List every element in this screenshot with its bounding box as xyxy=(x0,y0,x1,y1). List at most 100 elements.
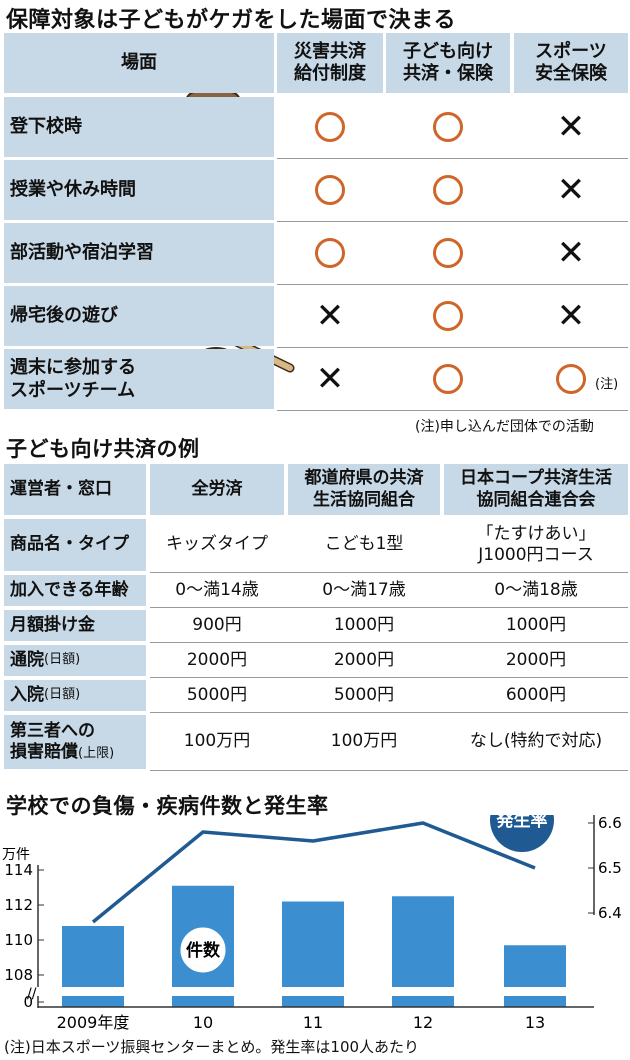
plan-row-label-2: 月額掛け金 xyxy=(4,610,146,641)
plan-row-divider xyxy=(150,607,628,608)
plan-cell-4-1: 5000円 xyxy=(333,684,395,705)
bar-series-badge xyxy=(179,926,227,974)
plan-header-3: 日本コープ共済生活 協同組合連合会 xyxy=(444,464,628,515)
plan-row-label-text: 入院 xyxy=(10,684,44,705)
section1-title: 保障対象は子どもがケガをした場面で決まる xyxy=(6,8,457,33)
x-tick-label: 13 xyxy=(525,1013,545,1032)
left-axis-tick-label: 114 xyxy=(4,861,33,879)
right-axis-tick-label: 6.6 xyxy=(598,815,622,832)
section2-title: 子ども向け共済の例 xyxy=(6,437,200,461)
plan-cell-2-2: 1000円 xyxy=(505,614,567,635)
plan-row-divider xyxy=(150,677,628,678)
plan-row-label-text: 通院 xyxy=(10,649,44,670)
plan-row-label-sub: (日額) xyxy=(44,652,81,668)
chart-source-note: (注)日本スポーツ振興センターまとめ。発生率は100人あたり xyxy=(4,1038,420,1056)
coverage-row-divider xyxy=(277,410,628,411)
plan-cell-5-1: 100万円 xyxy=(330,731,398,752)
plan-cell-1-2: 0〜満18歳 xyxy=(494,579,578,600)
coverage-mark-4-1 xyxy=(386,349,510,409)
coverage-scene-1: 授業や休み時間 xyxy=(4,160,274,220)
plan-cell-0-2: 「たすけあい」 J1000円コース xyxy=(476,523,596,565)
bar-4 xyxy=(504,945,566,1007)
not-covered-x-icon: ✕ xyxy=(315,359,345,399)
plan-row-label-1: 加入できる年齢 xyxy=(4,575,146,606)
plan-cell-2-0: 900円 xyxy=(192,614,242,635)
plan-cell-4-0: 5000円 xyxy=(186,684,248,705)
covered-circle-icon xyxy=(433,175,463,205)
coverage-mark-1-0 xyxy=(277,160,383,220)
covered-circle-icon xyxy=(315,112,345,142)
covered-circle-icon xyxy=(433,112,463,142)
coverage-row-divider xyxy=(277,221,628,222)
covered-circle-icon xyxy=(433,301,463,331)
not-covered-x-icon: ✕ xyxy=(556,107,586,147)
left-axis-tick-label: 112 xyxy=(4,896,33,914)
coverage-mark-4-0: ✕ xyxy=(277,349,383,409)
covered-circle-icon xyxy=(433,364,463,394)
not-covered-x-icon: ✕ xyxy=(556,233,586,273)
plan-header-2: 都道府県の共済 生活協同組合 xyxy=(288,464,440,515)
coverage-header-3: スポーツ 安全保険 xyxy=(514,33,628,93)
plan-row-divider xyxy=(150,642,628,643)
plan-row-label-text: 第三者への 損害賠償(上限) xyxy=(10,720,115,762)
plan-cell-0-1: こども1型 xyxy=(324,534,404,555)
left-axis-tick-label: 0 xyxy=(23,993,33,1011)
plan-row-label-sub: (日額) xyxy=(44,687,81,703)
not-covered-x-icon: ✕ xyxy=(556,296,586,336)
coverage-mark-3-2: ✕ xyxy=(514,286,628,346)
inline-note: (注) xyxy=(595,377,619,392)
not-covered-x-icon: ✕ xyxy=(315,296,345,336)
plan-cell-4-2: 6000円 xyxy=(505,684,567,705)
coverage-row-divider xyxy=(277,347,628,348)
covered-circle-icon xyxy=(315,238,345,268)
plan-header-0: 運営者・窓口 xyxy=(4,464,146,515)
plan-row-label-0: 商品名・タイプ xyxy=(4,519,146,571)
right-axis-tick-label: 6.4 xyxy=(598,904,622,922)
coverage-mark-0-1 xyxy=(386,97,510,157)
bar-series-label: 件数 xyxy=(186,940,221,961)
coverage-mark-0-2: ✕ xyxy=(514,97,628,157)
plan-cell-2-1: 1000円 xyxy=(333,614,395,635)
covered-circle-icon xyxy=(315,175,345,205)
plan-cell-5-2: なし(特約で対応) xyxy=(469,731,603,752)
coverage-mark-4-2 xyxy=(514,349,628,409)
left-axis-tick-label: 108 xyxy=(4,966,33,984)
plan-row-divider xyxy=(150,770,628,771)
line-series-label: 発生率 xyxy=(496,815,548,831)
plan-cell-1-1: 0〜満17歳 xyxy=(322,579,406,600)
section1-footnote: (注)申し込んだ団体での活動 xyxy=(415,419,594,435)
left-axis-tick-label: 110 xyxy=(4,931,33,949)
plan-row-label-text: 商品名・タイプ xyxy=(10,534,129,555)
plan-row-label-5: 第三者への 損害賠償(上限) xyxy=(4,715,146,769)
coverage-header-2: 子ども向け 共済・保険 xyxy=(386,33,510,93)
x-tick-label: 2009年度 xyxy=(57,1013,130,1032)
x-tick-label: 12 xyxy=(413,1013,433,1032)
coverage-scene-4: 週末に参加する スポーツチーム xyxy=(4,349,274,409)
line-series-badge xyxy=(490,815,554,852)
plan-cell-0-0: キッズタイプ xyxy=(166,534,268,555)
coverage-scene-0: 登下校時 xyxy=(4,97,274,157)
coverage-mark-2-1 xyxy=(386,223,510,283)
coverage-row-divider xyxy=(277,284,628,285)
plan-row-label-text: 加入できる年齢 xyxy=(10,579,129,600)
plan-cell-1-0: 0〜満14歳 xyxy=(175,579,259,600)
injury-chart: 万件 0 108 110 112 114 // 2009年度 10 11 12 13 件数% 6.4 6.5… xyxy=(2,815,622,1032)
right-axis-unit: % xyxy=(603,815,616,817)
coverage-mark-0-0 xyxy=(277,97,383,157)
x-tick-label: 10 xyxy=(193,1013,213,1032)
plan-row-divider xyxy=(150,572,628,573)
plan-row-label-text: 月額掛け金 xyxy=(10,614,95,635)
coverage-header-0: 場面 xyxy=(4,33,274,93)
coverage-mark-2-0 xyxy=(277,223,383,283)
plan-row-label-4: 入院 (日額) xyxy=(4,680,146,711)
coverage-scene-2: 部活動や宿泊学習 xyxy=(4,223,274,283)
plan-cell-3-0: 2000円 xyxy=(186,649,248,670)
plan-cell-3-1: 2000円 xyxy=(333,649,395,670)
coverage-scene-3: 帰宅後の遊び xyxy=(4,286,274,346)
plan-row-divider xyxy=(150,712,628,713)
x-tick-label: 11 xyxy=(303,1013,323,1032)
plan-cell-3-2: 2000円 xyxy=(505,649,567,670)
coverage-mark-2-2: ✕ xyxy=(514,223,628,283)
plan-header-1: 全労済 xyxy=(150,464,284,515)
coverage-mark-3-1 xyxy=(386,286,510,346)
